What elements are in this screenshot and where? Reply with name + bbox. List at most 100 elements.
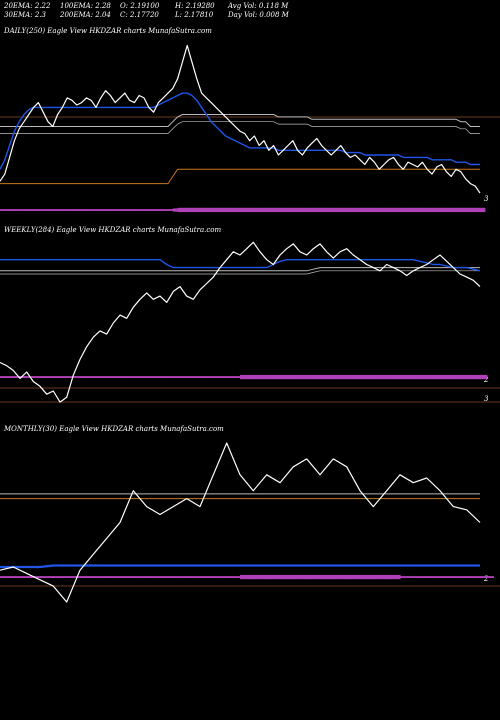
daily-volume-bar (19, 209, 25, 211)
weekly-volume-bar (266, 374, 274, 380)
weekly-volume-bar (0, 376, 8, 378)
daily-volume-bar (110, 209, 116, 211)
weekly-volume-bar (466, 374, 474, 380)
daily-volume-bar (451, 207, 457, 213)
weekly-volume-bar (113, 376, 121, 378)
weekly-volume-bar (406, 374, 414, 380)
weekly-volume-bar (146, 376, 154, 378)
weekly-volume-bar (133, 376, 141, 378)
daily-y-tick-3: 3 (484, 195, 489, 203)
daily-volume-bar (288, 207, 294, 213)
weekly-volume-bar (86, 376, 94, 378)
daily-volume-bar (14, 209, 20, 211)
daily-volume-bar (91, 209, 97, 211)
daily-volume-bar (278, 207, 284, 213)
weekly-volume-bar (60, 376, 68, 378)
weekly-volume-bar (400, 374, 408, 380)
weekly-volume-bar (300, 374, 308, 380)
weekly-volume-bar (240, 374, 248, 380)
monthly-volume-bar (466, 576, 481, 578)
daily-volume-bar (408, 207, 414, 213)
daily-volume-bar (105, 209, 111, 211)
monthly-volume-bar (360, 574, 374, 580)
daily-panel-title: DAILY(250) Eagle View HKDZAR charts Muna… (3, 27, 212, 35)
monthly-volume-bar (453, 576, 468, 578)
weekly-volume-bar (440, 374, 448, 380)
daily-volume-bar (220, 207, 227, 213)
daily-volume-bar (302, 207, 308, 213)
daily-volume-bar (216, 207, 222, 213)
daily-ema-blue-line (0, 92, 480, 170)
weekly-panel (0, 241, 500, 403)
monthly-volume-bar (386, 574, 401, 580)
daily-volume-bar (412, 207, 419, 213)
monthly-volume-bar (480, 576, 494, 578)
daily-volume-bar (393, 207, 399, 213)
monthly-volume-bar (346, 574, 361, 580)
daily-volume-bar (273, 207, 279, 213)
monthly-volume-bar (40, 576, 54, 578)
daily-volume-bar (144, 209, 150, 211)
weekly-volume-bar (213, 376, 221, 378)
header-stats: 20EMA: 2.22 30EMA: 2.3 100EMA: 2.28 200E… (3, 2, 290, 19)
monthly-panel-title: MONTHLY(30) Eagle View HKDZAR charts Mun… (3, 425, 224, 433)
daily-volume-bar (374, 207, 380, 213)
weekly-volume-bar (246, 374, 254, 380)
daily-volume-bar (283, 207, 289, 213)
monthly-volume-bar (213, 576, 228, 578)
daily-volume-bar (38, 209, 44, 211)
daily-volume-bar (297, 207, 303, 213)
daily-volume-bar (264, 207, 270, 213)
daily-volume-bar (124, 209, 131, 211)
daily-volume-bar (432, 207, 438, 213)
close-label: C: 2.17720 (120, 11, 159, 19)
monthly-volume-bar (293, 574, 308, 580)
weekly-volume-bar (433, 374, 441, 380)
weekly-ema-grey-line (0, 267, 480, 272)
daily-ema-grey-line (0, 114, 480, 127)
daily-volume-bar (153, 209, 159, 211)
ema30-label: 30EMA: 2.3 (4, 11, 47, 19)
weekly-ema-blue-line (0, 259, 481, 272)
monthly-volume-bar (413, 576, 428, 578)
weekly-volume-bar (286, 374, 294, 380)
weekly-volume-bar (120, 376, 128, 378)
daily-volume-bar (120, 209, 126, 211)
daily-volume-bar (388, 207, 395, 213)
monthly-volume-bar (133, 576, 148, 578)
daily-volume-bar (24, 209, 30, 211)
daily-volume-bar (196, 207, 203, 213)
weekly-volume-bar (6, 376, 14, 378)
weekly-volume-bar (186, 376, 194, 378)
weekly-volume-bar (453, 374, 461, 380)
monthly-volume-bar (400, 576, 414, 578)
weekly-volume-bar (446, 374, 454, 380)
monthly-volume-bar (13, 576, 28, 578)
monthly-volume-bar (440, 576, 454, 578)
monthly-volume-bar (253, 574, 268, 580)
daily-volume-bar (316, 207, 323, 213)
daily-volume-bar (364, 207, 371, 213)
weekly-volume-bar (33, 376, 41, 378)
monthly-volume-bar (320, 574, 334, 580)
monthly-volume-bar (160, 576, 174, 578)
daily-volume-bar (129, 209, 135, 211)
daily-volume-bar (465, 207, 471, 213)
ema100-label: 100EMA: 2.28 (60, 2, 111, 10)
monthly-volume-bar (173, 576, 188, 578)
daily-volume-bar (9, 209, 15, 211)
weekly-volume-bar (366, 374, 374, 380)
monthly-volume-bar (80, 576, 94, 578)
open-label: O: 2.19100 (120, 2, 160, 10)
daily-volume-bar (470, 207, 476, 213)
weekly-volume-bar (13, 376, 21, 378)
weekly-volume-bar (46, 376, 54, 378)
monthly-ema-blue-line (0, 564, 480, 569)
daily-volume-bar (441, 207, 447, 213)
daily-volume-bar (206, 207, 212, 213)
daily-volume-bar (86, 209, 92, 211)
daily-ema-orange-line (0, 168, 480, 185)
monthly-volume-bar (373, 574, 388, 580)
daily-volume-bar (96, 209, 102, 211)
monthly-volume-bar (146, 576, 161, 578)
